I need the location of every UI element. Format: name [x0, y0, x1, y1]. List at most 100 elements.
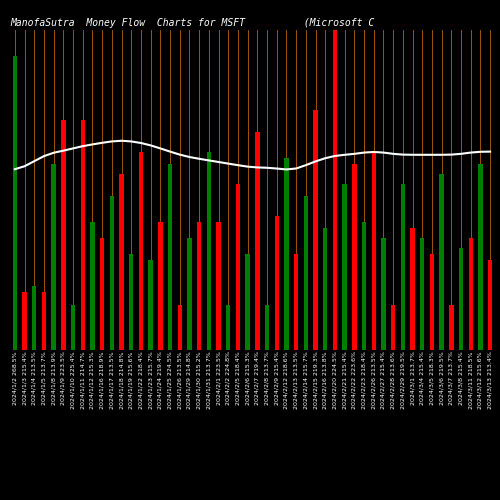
Bar [314, 340, 318, 350]
Bar [61, 340, 66, 350]
Bar [294, 254, 298, 350]
Bar [274, 340, 279, 350]
Bar [52, 340, 56, 350]
Bar [342, 340, 347, 350]
Bar [168, 340, 172, 350]
Bar [274, 216, 279, 350]
Bar [110, 196, 114, 350]
Bar [265, 340, 269, 350]
Bar [304, 340, 308, 350]
Bar [478, 164, 482, 350]
Bar [362, 222, 366, 350]
Bar [236, 184, 240, 350]
Bar [12, 56, 17, 350]
Bar [32, 286, 36, 350]
Bar [255, 340, 260, 350]
Bar [188, 340, 192, 350]
Bar [410, 340, 414, 350]
Bar [410, 228, 414, 350]
Bar [478, 340, 482, 350]
Bar [488, 260, 492, 350]
Bar [449, 340, 454, 350]
Bar [148, 340, 153, 350]
Bar [216, 340, 220, 350]
Bar [333, 340, 337, 350]
Bar [120, 340, 124, 350]
Bar [246, 254, 250, 350]
Bar [158, 340, 162, 350]
Bar [430, 254, 434, 350]
Bar [440, 174, 444, 350]
Bar [22, 340, 26, 350]
Bar [71, 305, 75, 350]
Bar [265, 305, 269, 350]
Bar [400, 340, 405, 350]
Bar [206, 340, 211, 350]
Bar [90, 340, 94, 350]
Text: ManofaSutra  Money Flow  Charts for MSFT          (Microsoft C                  : ManofaSutra Money Flow Charts for MSFT (… [10, 18, 500, 28]
Bar [178, 305, 182, 350]
Bar [52, 164, 56, 350]
Bar [449, 305, 454, 350]
Bar [148, 260, 153, 350]
Bar [284, 340, 288, 350]
Bar [246, 340, 250, 350]
Bar [440, 340, 444, 350]
Bar [284, 158, 288, 350]
Bar [391, 340, 396, 350]
Bar [459, 340, 463, 350]
Bar [71, 340, 75, 350]
Bar [129, 340, 134, 350]
Bar [32, 340, 36, 350]
Bar [362, 340, 366, 350]
Bar [255, 132, 260, 350]
Bar [226, 340, 230, 350]
Bar [139, 340, 143, 350]
Bar [352, 164, 356, 350]
Bar [100, 238, 104, 350]
Bar [314, 110, 318, 350]
Bar [129, 254, 134, 350]
Bar [400, 184, 405, 350]
Bar [391, 305, 396, 350]
Bar [459, 248, 463, 350]
Bar [61, 120, 66, 350]
Bar [197, 222, 202, 350]
Bar [468, 340, 473, 350]
Bar [100, 340, 104, 350]
Bar [42, 292, 46, 350]
Bar [188, 238, 192, 350]
Bar [304, 196, 308, 350]
Bar [158, 222, 162, 350]
Bar [294, 340, 298, 350]
Bar [216, 222, 220, 350]
Bar [168, 164, 172, 350]
Bar [110, 340, 114, 350]
Bar [80, 120, 85, 350]
Bar [80, 340, 85, 350]
Bar [372, 340, 376, 350]
Bar [22, 292, 26, 350]
Bar [488, 340, 492, 350]
Bar [226, 305, 230, 350]
Bar [382, 238, 386, 350]
Bar [178, 340, 182, 350]
Bar [323, 340, 328, 350]
Bar [323, 228, 328, 350]
Bar [206, 152, 211, 350]
Bar [236, 340, 240, 350]
Bar [430, 340, 434, 350]
Bar [90, 222, 94, 350]
Bar [139, 152, 143, 350]
Bar [420, 340, 424, 350]
Bar [333, 30, 337, 350]
Bar [197, 340, 202, 350]
Bar [468, 238, 473, 350]
Bar [12, 340, 17, 350]
Bar [420, 238, 424, 350]
Bar [42, 340, 46, 350]
Bar [352, 340, 356, 350]
Bar [120, 174, 124, 350]
Bar [342, 184, 347, 350]
Bar [382, 340, 386, 350]
